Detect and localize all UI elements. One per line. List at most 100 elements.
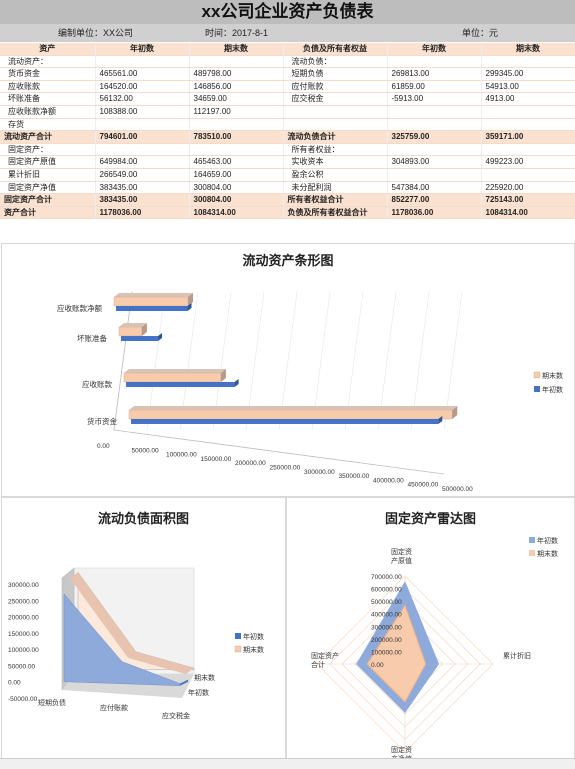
value-cell: 1084314.00: [189, 206, 284, 220]
area-y-tick-label: 150000.00: [8, 631, 39, 638]
table-row: 固定资产原值 649984.00 465463.00 实收资本 304893.00 499…: [0, 155, 575, 169]
radar-axis-label: 合计: [311, 660, 325, 669]
table-total-row: 流动资产合计 794601.00 783510.00 流动负债合计 325759.00 3…: [0, 130, 575, 144]
value-cell: [481, 105, 575, 119]
row-label-cell: 应收账款净额: [0, 105, 96, 119]
area-chart: 300000.00 250000.00 200000.00 150000.00 1000…: [8, 567, 264, 720]
column-header: 年初数: [387, 43, 482, 56]
legend-label-begin: 年初数: [537, 536, 558, 545]
row-label-cell: 所有者权益合计: [283, 193, 388, 207]
bar-end-top-face: [114, 293, 194, 297]
bar-x-tick-label: 400000.00: [373, 477, 404, 484]
value-cell: 783510.00: [189, 130, 284, 144]
value-cell: 852277.00: [387, 193, 482, 207]
value-cell: [189, 55, 284, 69]
value-cell: 383435.00: [95, 181, 190, 195]
row-label-cell: 应收账款: [0, 80, 96, 94]
value-cell: [481, 55, 575, 69]
radar-axis-label: 固定资: [391, 547, 412, 556]
area-y-tick-label: 0.00: [8, 680, 21, 687]
bar-begin: [131, 419, 439, 424]
legend-label-begin: 年初数: [542, 385, 563, 394]
value-cell: [481, 168, 575, 182]
area-y-tick-label: 200000.00: [8, 615, 39, 622]
bar-begin-side-face: [438, 416, 443, 424]
radar-axis-label: 固定资产: [311, 651, 339, 660]
bar-end-top-face: [124, 369, 226, 373]
value-cell: 56132.00: [95, 92, 190, 106]
value-cell: 266549.00: [95, 168, 190, 182]
column-header: 资产: [0, 43, 96, 56]
value-cell: [387, 55, 482, 69]
bar-x-tick-label: 200000.00: [235, 460, 266, 467]
radar-tick-label: 700000.00: [371, 574, 402, 581]
bar-end-top-face: [129, 406, 458, 410]
bar-end-side-face: [452, 406, 458, 419]
row-label-cell: 所有者权益：: [283, 143, 388, 157]
value-cell: -5913.00: [387, 92, 482, 106]
value-cell: [95, 118, 190, 132]
row-label-cell: 存货: [0, 118, 96, 132]
bar-x-tick-label: 500000.00: [442, 486, 473, 493]
area-category-label: 应交税金: [162, 711, 190, 720]
bar-category-label: 应收账款净额: [57, 303, 102, 313]
column-header: 年初数: [95, 43, 190, 56]
radar-tick-label: 500000.00: [371, 599, 402, 606]
bar-begin-side-face: [158, 333, 163, 341]
legend-swatch-begin: [529, 537, 535, 543]
table-total-row: 资产合计 1178036.00 1084314.00 负债及所有者权益合计 117803…: [0, 206, 575, 220]
value-cell: 300804.00: [189, 193, 284, 207]
bar-begin-side-face: [187, 303, 192, 311]
area-chart-title: 流动负债面积图: [97, 511, 189, 526]
value-cell: 164520.00: [95, 80, 190, 94]
bar-x-tick-label: 50000.00: [132, 447, 159, 454]
bar-category-label: 货币资金: [87, 416, 117, 426]
value-cell: 54913.00: [481, 80, 575, 94]
bar-end: [128, 409, 453, 420]
bar-begin: [126, 382, 235, 387]
value-cell: 34659.00: [189, 92, 284, 106]
area-y-tick-label: 50000.00: [8, 663, 35, 670]
bar-category-label: 坏账准备: [77, 333, 107, 343]
row-label-cell: 负债及所有者权益合计: [283, 206, 388, 220]
value-cell: 489798.00: [189, 67, 284, 81]
radar-series-end: [366, 604, 427, 703]
date-label: 时间：2017-8-1: [205, 28, 269, 38]
value-cell: 225920.00: [481, 181, 575, 195]
row-label-cell: 坏账准备: [0, 92, 96, 106]
table-total-row: 固定资产合计 383435.00 300804.00 所有者权益合计 852277.00…: [0, 193, 575, 207]
row-label-cell: 资产合计: [0, 206, 96, 220]
area-category-label: 短期负债: [38, 698, 66, 707]
row-label-cell: 固定资产合计: [0, 193, 96, 207]
value-cell: 794601.00: [95, 130, 190, 144]
value-cell: 499223.00: [481, 155, 575, 169]
value-cell: [481, 143, 575, 157]
bar-x-tick-label: 0.00: [97, 443, 110, 450]
report-title: xx公司企业资产负债表: [0, 0, 575, 24]
row-label-cell: 应付账款: [283, 80, 388, 94]
value-cell: [481, 118, 575, 132]
value-cell: 725143.00: [481, 193, 575, 207]
value-cell: 465463.00: [189, 155, 284, 169]
bar-category-label: 应收账款: [82, 379, 112, 389]
area-series-label: 期末数: [194, 673, 215, 682]
value-cell: [387, 168, 482, 182]
value-cell: 383435.00: [95, 193, 190, 207]
table-row: 流动资产： 流动负债：: [0, 55, 575, 69]
value-cell: [95, 143, 190, 157]
value-cell: 465561.00: [95, 67, 190, 81]
value-cell: 1084314.00: [481, 206, 575, 220]
value-cell: 112197.00: [189, 105, 284, 119]
value-cell: 61859.00: [387, 80, 482, 94]
bar-end-side-face: [188, 293, 194, 306]
value-cell: 299345.00: [481, 67, 575, 81]
legend-label-end: 期末数: [542, 371, 563, 380]
value-cell: [189, 118, 284, 132]
sheet-footer: [0, 758, 575, 769]
column-header: 负债及所有者权益: [283, 43, 388, 56]
value-cell: [387, 143, 482, 157]
value-cell: 1178036.00: [95, 206, 190, 220]
bar-chart-title: 流动资产条形图: [242, 253, 334, 268]
table-row: 坏账准备 56132.00 34659.00 应交税金 -5913.00 4913.00: [0, 92, 575, 106]
